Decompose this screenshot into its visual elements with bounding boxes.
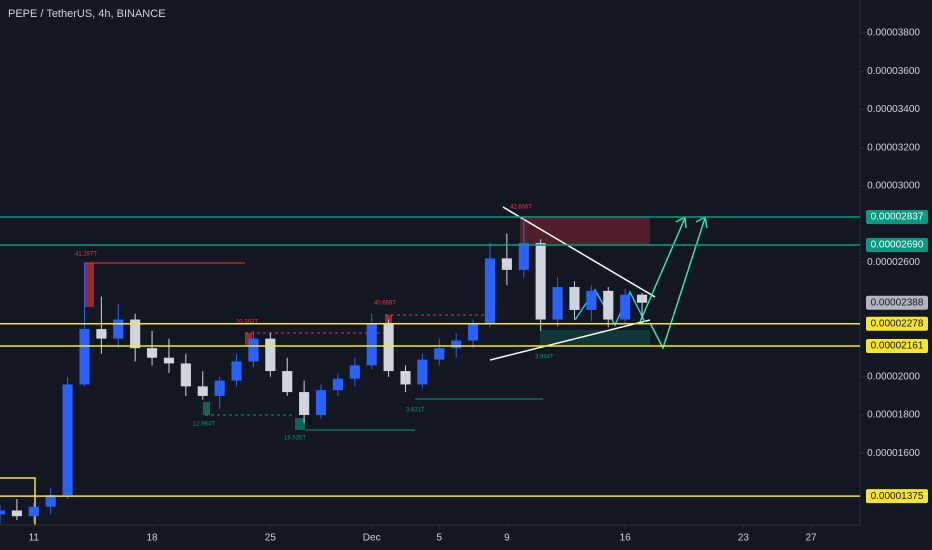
y-tick-label: 0.00001600 xyxy=(867,448,920,459)
y-tick-label: 0.00001800 xyxy=(867,410,920,421)
price-level-label: 0.00002690 xyxy=(871,240,924,251)
price-level-label: 0.00002161 xyxy=(871,341,924,352)
x-tick-label: 25 xyxy=(265,533,277,544)
candle-body xyxy=(248,338,259,362)
candle-body xyxy=(603,290,614,320)
price-level-tag xyxy=(866,209,928,224)
price-level-tag xyxy=(866,238,928,253)
candle-body xyxy=(620,294,631,320)
annotation: 18.535T xyxy=(284,436,306,442)
trend-line xyxy=(502,206,656,298)
candle-body xyxy=(383,323,394,372)
x-tick-label: 5 xyxy=(437,533,443,544)
x-tick-label: 16 xyxy=(620,533,632,544)
x-tick-label: 18 xyxy=(147,533,159,544)
candle-body xyxy=(197,386,208,396)
y-tick-label: 0.00003600 xyxy=(867,66,920,77)
candle-body xyxy=(214,380,225,396)
annotation: 41.297T xyxy=(75,252,97,258)
drawings xyxy=(0,206,708,525)
y-tick-label: 0.00002000 xyxy=(867,371,920,382)
candle-body xyxy=(0,510,6,515)
candle-body xyxy=(636,294,648,303)
y-tick-label: 0.00002600 xyxy=(867,257,920,268)
candle-body xyxy=(113,319,124,339)
candle-body xyxy=(366,323,377,366)
x-tick-label: Dec xyxy=(363,533,381,544)
candle-body xyxy=(501,258,512,270)
trend-line xyxy=(489,319,651,361)
candle-body xyxy=(468,323,479,341)
candle-body xyxy=(518,243,529,270)
y-tick-label: 0.00003800 xyxy=(867,28,920,39)
candle-body xyxy=(484,258,496,324)
candle-body xyxy=(569,287,580,310)
candle-body xyxy=(400,371,411,385)
marker-box xyxy=(203,402,210,415)
candle-body xyxy=(552,287,563,320)
candle-body xyxy=(62,384,73,496)
marker-box xyxy=(295,418,305,430)
projection-arrow xyxy=(639,217,686,323)
candle-body xyxy=(315,390,327,415)
x-tick-label: 11 xyxy=(29,533,40,544)
price-level-tag xyxy=(866,489,928,504)
candle-body xyxy=(282,371,293,393)
candle-body xyxy=(45,495,56,507)
candle-body xyxy=(28,506,39,517)
x-tick-label: 9 xyxy=(504,533,510,544)
candle-body xyxy=(417,359,428,385)
price-axis xyxy=(860,0,932,550)
candle-body xyxy=(96,329,107,339)
candle-body xyxy=(11,510,22,517)
annotation: 42.806T xyxy=(510,205,532,211)
annotation: 40.669T xyxy=(374,301,396,307)
candle-body xyxy=(130,319,141,349)
last-price-label: 0.00002388 xyxy=(871,297,924,308)
price-level-label: 0.00001375 xyxy=(871,491,924,502)
annotation: 3.994T xyxy=(535,355,554,361)
candle-body xyxy=(231,361,242,381)
candle-body xyxy=(349,365,360,379)
annotation: 12.964T xyxy=(193,422,215,428)
candle-body xyxy=(163,357,175,364)
last-price-tag xyxy=(866,295,928,310)
candle-body xyxy=(146,348,158,358)
y-tick-label: 0.00003200 xyxy=(867,142,920,153)
projection-arrow xyxy=(649,217,706,350)
x-tick-label: 23 xyxy=(738,533,750,544)
price-level-label: 0.00002278 xyxy=(871,318,924,329)
supply-zone xyxy=(520,217,650,245)
price-level-label: 0.00002837 xyxy=(871,212,924,223)
x-tick-label: 27 xyxy=(805,533,817,544)
candle-body xyxy=(299,392,310,415)
annotation: 3.631T xyxy=(406,408,425,414)
candle-body xyxy=(434,348,445,360)
chart-title: PEPE / TetherUS, 4h, BINANCE xyxy=(8,8,166,20)
candle-body xyxy=(79,329,90,385)
candle-body xyxy=(180,363,191,387)
candle-body xyxy=(586,290,597,310)
y-tick-label: 0.00003000 xyxy=(867,180,920,191)
marker-box xyxy=(85,263,94,307)
y-tick-label: 0.00003400 xyxy=(867,104,920,115)
candle-body xyxy=(265,338,276,372)
price-level-tag xyxy=(866,339,928,354)
candle-body xyxy=(332,378,343,391)
candle-body xyxy=(451,340,462,349)
annotation: 20.353T xyxy=(236,320,258,326)
candle-body xyxy=(535,243,546,320)
price-level-tag xyxy=(866,316,928,331)
